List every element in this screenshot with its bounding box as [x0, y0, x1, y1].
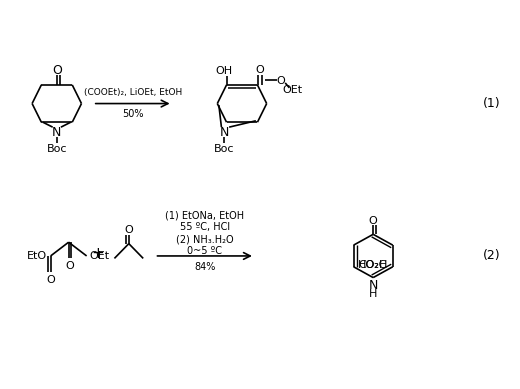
Text: (2) NH₃.H₂O: (2) NH₃.H₂O [176, 234, 233, 244]
Text: 0~5 ºC: 0~5 ºC [187, 246, 222, 256]
Text: 84%: 84% [194, 262, 215, 272]
Text: 55 ºC, HCl: 55 ºC, HCl [179, 223, 230, 233]
Text: O: O [52, 64, 62, 77]
Text: O: O [46, 275, 55, 284]
Text: OEt: OEt [89, 251, 109, 261]
Text: N: N [369, 279, 378, 292]
Text: O: O [276, 76, 285, 86]
Text: CO₂H: CO₂H [359, 260, 388, 270]
Text: O: O [66, 261, 74, 271]
Text: Boc: Boc [214, 144, 234, 154]
Text: (2): (2) [483, 249, 500, 263]
Text: EtO: EtO [27, 251, 46, 261]
Text: (COOEt)₂, LiOEt, EtOH: (COOEt)₂, LiOEt, EtOH [84, 88, 182, 97]
Text: N: N [219, 126, 229, 138]
Text: O: O [369, 216, 378, 226]
Text: O: O [124, 225, 133, 235]
Text: OEt: OEt [282, 85, 303, 95]
Text: Boc: Boc [47, 144, 67, 154]
Text: OH: OH [215, 66, 232, 76]
Text: H: H [369, 289, 378, 299]
Text: (1) EtONa, EtOH: (1) EtONa, EtOH [165, 210, 244, 221]
Text: 50%: 50% [122, 109, 144, 119]
Text: (1): (1) [483, 97, 500, 110]
Text: HO₂C: HO₂C [358, 260, 387, 270]
Text: +: + [92, 246, 105, 261]
Text: O: O [256, 65, 264, 75]
Text: N: N [52, 126, 61, 138]
